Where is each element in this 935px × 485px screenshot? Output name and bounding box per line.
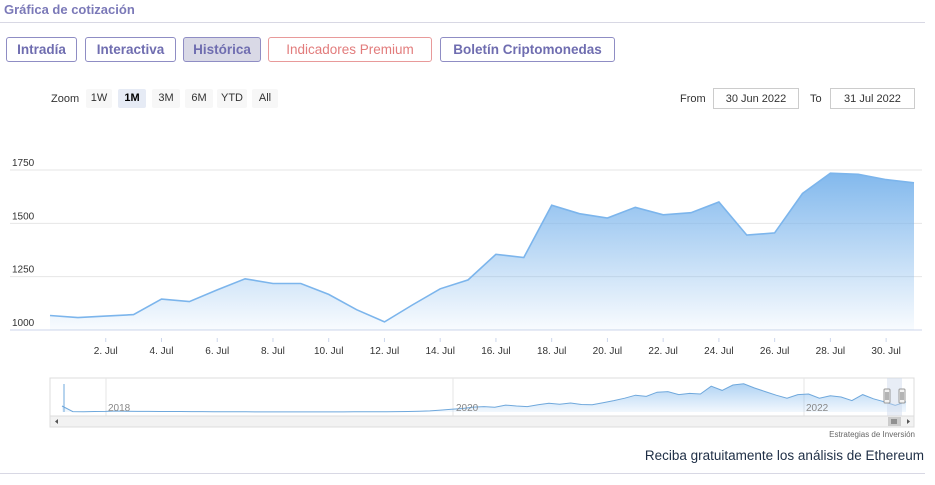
navigator-selection[interactable] [887, 378, 902, 416]
x-tick-label: 14. Jul [425, 346, 454, 357]
price-series-line [49, 172, 915, 323]
zoom-1w-button[interactable]: 1W [86, 89, 112, 108]
tab-intraday[interactable]: Intradía [6, 37, 77, 62]
y-tick-label: 1000 [12, 318, 35, 329]
scrollbar-track[interactable] [49, 415, 915, 428]
title-divider [0, 22, 925, 23]
x-tick-label: 24. Jul [704, 346, 733, 357]
tab-crypto-newsletter[interactable]: Boletín Criptomonedas [440, 37, 615, 62]
navigator-line [61, 383, 907, 413]
y-tick-label: 1250 [12, 265, 35, 276]
navigator-year-label: 2022 [806, 403, 829, 414]
x-tick-label: 16. Jul [481, 346, 510, 357]
page-title: Gráfica de cotización [4, 2, 135, 17]
x-tick-label: 10. Jul [314, 346, 343, 357]
x-tick-label: 26. Jul [760, 346, 789, 357]
x-tick-label: 6. Jul [205, 346, 229, 357]
navigator-year-label: 2020 [456, 403, 479, 414]
x-tick-label: 4. Jul [150, 346, 174, 357]
navigator-right-handle[interactable] [898, 388, 906, 404]
navigator-area [62, 383, 906, 412]
navigator-left-handle[interactable] [883, 388, 891, 404]
zoom-1m-button[interactable]: 1M [118, 89, 146, 108]
x-tick-label: 20. Jul [593, 346, 622, 357]
ethereum-analysis-link[interactable]: Reciba gratuitamente los análisis de Eth… [644, 448, 924, 463]
zoom-label: Zoom [51, 93, 80, 105]
scroll-left-arrow-icon[interactable] [55, 419, 58, 424]
zoom-3m-button[interactable]: 3M [152, 89, 180, 108]
to-label: To [810, 93, 822, 105]
x-tick-label: 22. Jul [648, 346, 677, 357]
x-tick-label: 28. Jul [816, 346, 845, 357]
scroll-right-arrow-icon[interactable] [907, 419, 910, 424]
y-tick-label: 1750 [12, 158, 35, 169]
x-tick-label: 8. Jul [261, 346, 285, 357]
from-label: From [680, 93, 706, 105]
x-tick-label: 12. Jul [370, 346, 399, 357]
tab-premium-indicators[interactable]: Indicadores Premium [268, 37, 432, 62]
to-date-input[interactable] [830, 88, 915, 109]
chart-credit: Estrategias de Inversión [829, 430, 915, 439]
tab-historical[interactable]: Histórica [183, 37, 261, 62]
from-date-input[interactable] [713, 88, 799, 109]
x-tick-label: 2. Jul [94, 346, 118, 357]
zoom-6m-button[interactable]: 6M [185, 89, 213, 108]
y-tick-label: 1500 [12, 211, 35, 222]
tab-interactive[interactable]: Interactiva [85, 37, 176, 62]
x-tick-label: 30. Jul [871, 346, 900, 357]
bottom-divider [0, 473, 925, 474]
price-area-fill [50, 173, 914, 330]
zoom-ytd-button[interactable]: YTD [217, 89, 247, 108]
x-tick-label: 18. Jul [537, 346, 566, 357]
navigator-year-label: 2018 [108, 403, 131, 414]
zoom-all-button[interactable]: All [252, 89, 278, 108]
